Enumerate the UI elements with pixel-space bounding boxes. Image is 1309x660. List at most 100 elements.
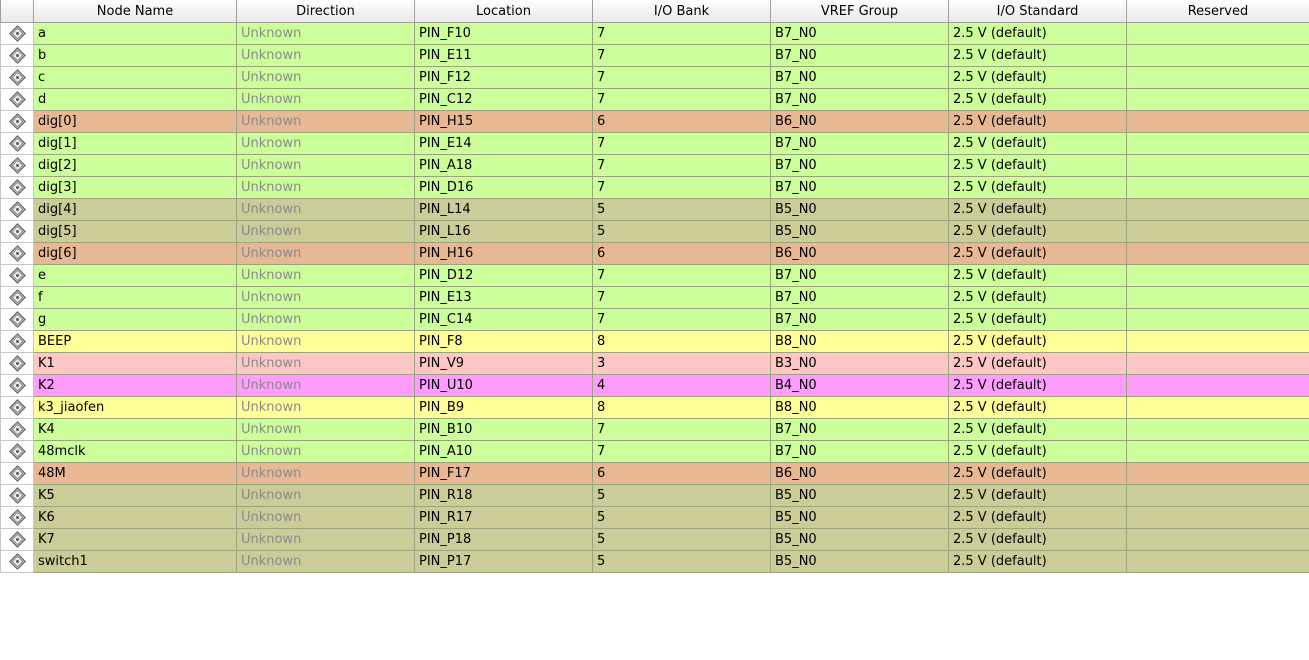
table-row[interactable]: K4 Unknown PIN_B10 7 B7_N0 2.5 V (default) bbox=[0, 418, 1309, 441]
io-bank-cell[interactable]: 7 bbox=[592, 286, 771, 309]
reserved-cell[interactable] bbox=[1126, 506, 1309, 529]
pin-icon-cell[interactable] bbox=[0, 44, 34, 67]
location-cell[interactable]: PIN_L14 bbox=[414, 198, 593, 221]
node-name-cell[interactable]: f bbox=[33, 286, 237, 309]
io-standard-cell[interactable]: 2.5 V (default) bbox=[948, 308, 1127, 331]
vref-group-cell[interactable]: B8_N0 bbox=[770, 396, 949, 419]
location-cell[interactable]: PIN_F17 bbox=[414, 462, 593, 485]
pin-icon-cell[interactable] bbox=[0, 506, 34, 529]
vref-group-cell[interactable]: B6_N0 bbox=[770, 110, 949, 133]
location-cell[interactable]: PIN_B9 bbox=[414, 396, 593, 419]
reserved-cell[interactable] bbox=[1126, 44, 1309, 67]
location-cell[interactable]: PIN_R18 bbox=[414, 484, 593, 507]
direction-cell[interactable]: Unknown bbox=[236, 220, 415, 243]
table-row[interactable]: dig[6] Unknown PIN_H16 6 B6_N0 2.5 V (default… bbox=[0, 242, 1309, 265]
location-cell[interactable]: PIN_D16 bbox=[414, 176, 593, 199]
io-bank-cell[interactable]: 7 bbox=[592, 88, 771, 111]
direction-cell[interactable]: Unknown bbox=[236, 484, 415, 507]
node-name-cell[interactable]: K7 bbox=[33, 528, 237, 551]
reserved-cell[interactable] bbox=[1126, 308, 1309, 331]
table-row[interactable]: K5 Unknown PIN_R18 5 B5_N0 2.5 V (default) bbox=[0, 484, 1309, 507]
direction-cell[interactable]: Unknown bbox=[236, 308, 415, 331]
node-name-cell[interactable]: K2 bbox=[33, 374, 237, 397]
vref-group-cell[interactable]: B7_N0 bbox=[770, 418, 949, 441]
location-cell[interactable]: PIN_L16 bbox=[414, 220, 593, 243]
io-bank-cell[interactable]: 5 bbox=[592, 550, 771, 573]
io-standard-cell[interactable]: 2.5 V (default) bbox=[948, 154, 1127, 177]
direction-cell[interactable]: Unknown bbox=[236, 110, 415, 133]
vref-group-cell[interactable]: B7_N0 bbox=[770, 22, 949, 45]
node-name-cell[interactable]: e bbox=[33, 264, 237, 287]
location-cell[interactable]: PIN_E13 bbox=[414, 286, 593, 309]
io-bank-cell[interactable]: 6 bbox=[592, 242, 771, 265]
location-cell[interactable]: PIN_P18 bbox=[414, 528, 593, 551]
vref-group-cell[interactable]: B7_N0 bbox=[770, 44, 949, 67]
io-bank-cell[interactable]: 7 bbox=[592, 44, 771, 67]
pin-icon-cell[interactable] bbox=[0, 110, 34, 133]
io-bank-cell[interactable]: 7 bbox=[592, 418, 771, 441]
table-row[interactable]: dig[2] Unknown PIN_A18 7 B7_N0 2.5 V (default… bbox=[0, 154, 1309, 177]
location-cell[interactable]: PIN_D12 bbox=[414, 264, 593, 287]
vref-group-cell[interactable]: B8_N0 bbox=[770, 330, 949, 353]
pin-icon-cell[interactable] bbox=[0, 352, 34, 375]
direction-cell[interactable]: Unknown bbox=[236, 132, 415, 155]
column-header-io-bank[interactable]: I/O Bank bbox=[592, 0, 771, 23]
io-standard-cell[interactable]: 2.5 V (default) bbox=[948, 462, 1127, 485]
reserved-cell[interactable] bbox=[1126, 176, 1309, 199]
table-row[interactable]: K2 Unknown PIN_U10 4 B4_N0 2.5 V (default) bbox=[0, 374, 1309, 397]
node-name-cell[interactable]: BEEP bbox=[33, 330, 237, 353]
pin-icon-cell[interactable] bbox=[0, 176, 34, 199]
table-row[interactable]: 48M Unknown PIN_F17 6 B6_N0 2.5 V (default) bbox=[0, 462, 1309, 485]
direction-cell[interactable]: Unknown bbox=[236, 374, 415, 397]
io-standard-cell[interactable]: 2.5 V (default) bbox=[948, 66, 1127, 89]
pin-icon-cell[interactable] bbox=[0, 528, 34, 551]
location-cell[interactable]: PIN_U10 bbox=[414, 374, 593, 397]
direction-cell[interactable]: Unknown bbox=[236, 22, 415, 45]
direction-cell[interactable]: Unknown bbox=[236, 88, 415, 111]
io-bank-cell[interactable]: 8 bbox=[592, 330, 771, 353]
vref-group-cell[interactable]: B5_N0 bbox=[770, 220, 949, 243]
pin-icon-cell[interactable] bbox=[0, 198, 34, 221]
reserved-cell[interactable] bbox=[1126, 550, 1309, 573]
io-bank-cell[interactable]: 6 bbox=[592, 110, 771, 133]
vref-group-cell[interactable]: B7_N0 bbox=[770, 66, 949, 89]
vref-group-cell[interactable]: B6_N0 bbox=[770, 242, 949, 265]
column-header-node-name[interactable]: Node Name bbox=[33, 0, 237, 23]
vref-group-cell[interactable]: B3_N0 bbox=[770, 352, 949, 375]
io-standard-cell[interactable]: 2.5 V (default) bbox=[948, 220, 1127, 243]
location-cell[interactable]: PIN_A10 bbox=[414, 440, 593, 463]
table-row[interactable]: K1 Unknown PIN_V9 3 B3_N0 2.5 V (default) bbox=[0, 352, 1309, 375]
node-name-cell[interactable]: switch1 bbox=[33, 550, 237, 573]
io-bank-cell[interactable]: 7 bbox=[592, 440, 771, 463]
vref-group-cell[interactable]: B6_N0 bbox=[770, 462, 949, 485]
pin-icon-cell[interactable] bbox=[0, 308, 34, 331]
vref-group-cell[interactable]: B7_N0 bbox=[770, 132, 949, 155]
icon-column-header[interactable] bbox=[0, 0, 34, 23]
location-cell[interactable]: PIN_V9 bbox=[414, 352, 593, 375]
io-bank-cell[interactable]: 3 bbox=[592, 352, 771, 375]
direction-cell[interactable]: Unknown bbox=[236, 462, 415, 485]
pin-icon-cell[interactable] bbox=[0, 242, 34, 265]
direction-cell[interactable]: Unknown bbox=[236, 440, 415, 463]
io-bank-cell[interactable]: 7 bbox=[592, 176, 771, 199]
reserved-cell[interactable] bbox=[1126, 286, 1309, 309]
location-cell[interactable]: PIN_H16 bbox=[414, 242, 593, 265]
io-bank-cell[interactable]: 4 bbox=[592, 374, 771, 397]
pin-icon-cell[interactable] bbox=[0, 440, 34, 463]
vref-group-cell[interactable]: B5_N0 bbox=[770, 198, 949, 221]
direction-cell[interactable]: Unknown bbox=[236, 550, 415, 573]
io-standard-cell[interactable]: 2.5 V (default) bbox=[948, 242, 1127, 265]
vref-group-cell[interactable]: B7_N0 bbox=[770, 308, 949, 331]
direction-cell[interactable]: Unknown bbox=[236, 154, 415, 177]
io-standard-cell[interactable]: 2.5 V (default) bbox=[948, 484, 1127, 507]
pin-icon-cell[interactable] bbox=[0, 396, 34, 419]
io-bank-cell[interactable]: 5 bbox=[592, 506, 771, 529]
location-cell[interactable]: PIN_R17 bbox=[414, 506, 593, 529]
io-bank-cell[interactable]: 5 bbox=[592, 198, 771, 221]
node-name-cell[interactable]: K6 bbox=[33, 506, 237, 529]
table-row[interactable]: c Unknown PIN_F12 7 B7_N0 2.5 V (default) bbox=[0, 66, 1309, 89]
node-name-cell[interactable]: 48M bbox=[33, 462, 237, 485]
direction-cell[interactable]: Unknown bbox=[236, 528, 415, 551]
node-name-cell[interactable]: dig[3] bbox=[33, 176, 237, 199]
io-standard-cell[interactable]: 2.5 V (default) bbox=[948, 330, 1127, 353]
